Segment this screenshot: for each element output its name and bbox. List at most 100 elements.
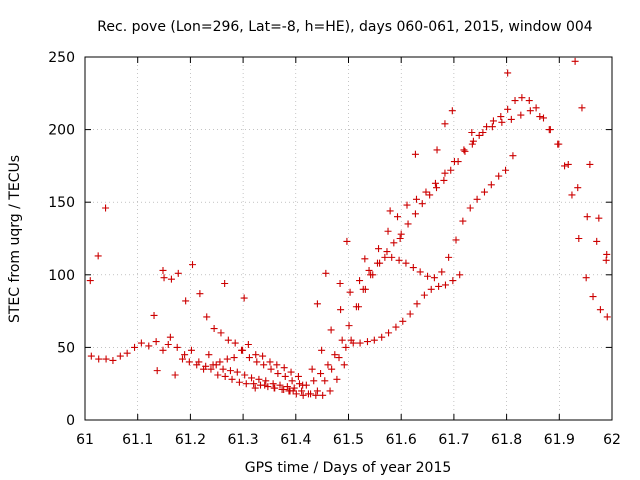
y-tick-labels: 0 50 100 150 200 250 xyxy=(48,50,75,429)
x-tick-labels: 61 61.1 61.2 61.3 61.4 61.5 61.6 61.7 61.8 61.9 62 xyxy=(76,432,621,448)
data-point xyxy=(87,352,95,360)
data-point xyxy=(185,358,193,366)
data-point xyxy=(171,371,179,379)
data-point xyxy=(230,354,238,362)
data-point xyxy=(327,326,335,334)
data-point xyxy=(427,285,435,293)
data-point xyxy=(173,343,181,351)
data-point xyxy=(369,271,377,279)
grid xyxy=(85,57,612,420)
data-point xyxy=(200,365,208,373)
data-point xyxy=(322,269,330,277)
data-point xyxy=(411,210,419,218)
data-point xyxy=(137,339,145,347)
data-point xyxy=(299,381,307,389)
data-point xyxy=(406,310,414,318)
data-point xyxy=(469,137,477,145)
data-point xyxy=(152,338,160,346)
data-point xyxy=(578,104,586,112)
data-point xyxy=(326,387,334,395)
data-point xyxy=(448,107,456,115)
data-point xyxy=(363,338,371,346)
data-point xyxy=(102,204,110,212)
data-point xyxy=(383,248,391,256)
data-point xyxy=(280,364,288,372)
data-point xyxy=(266,358,274,366)
data-point xyxy=(574,184,582,192)
data-point xyxy=(411,150,419,158)
data-point xyxy=(276,381,284,389)
data-point xyxy=(221,372,229,380)
data-point xyxy=(343,237,351,245)
data-point xyxy=(253,358,261,366)
data-point xyxy=(468,129,476,137)
data-point xyxy=(346,288,354,296)
data-point xyxy=(245,354,253,362)
data-point xyxy=(386,207,394,215)
data-point xyxy=(231,339,239,347)
data-point xyxy=(356,277,364,285)
data-point xyxy=(447,166,455,174)
x-tick-label: 61 xyxy=(76,432,94,448)
data-point xyxy=(131,343,139,351)
x-tick-label: 61.7 xyxy=(438,432,469,448)
x-axis-title: GPS time / Days of year 2015 xyxy=(245,460,452,476)
data-point xyxy=(335,354,343,362)
data-point xyxy=(517,111,525,119)
data-points xyxy=(86,57,611,399)
data-point xyxy=(333,375,341,383)
data-point xyxy=(438,268,446,276)
y-axis-title: STEC from uqrg / TECUs xyxy=(7,155,23,323)
data-point xyxy=(603,250,611,258)
data-point xyxy=(431,179,439,187)
data-point xyxy=(365,266,373,274)
data-point xyxy=(416,268,424,276)
data-point xyxy=(292,390,300,398)
data-point xyxy=(392,323,400,331)
data-point xyxy=(525,97,533,105)
x-tick-label: 61.3 xyxy=(228,432,259,448)
data-point xyxy=(397,230,405,238)
data-point xyxy=(345,322,353,330)
data-point xyxy=(403,201,411,209)
data-point xyxy=(378,333,386,341)
data-point xyxy=(287,368,295,376)
data-point xyxy=(298,387,306,395)
data-point xyxy=(153,367,161,375)
y-tick-label: 200 xyxy=(48,123,75,139)
data-point xyxy=(280,386,288,394)
data-point xyxy=(441,120,449,128)
data-point xyxy=(281,372,289,380)
data-point xyxy=(123,349,131,357)
data-point xyxy=(473,195,481,203)
data-point xyxy=(193,361,201,369)
data-point xyxy=(593,237,601,245)
data-point xyxy=(356,339,364,347)
data-point xyxy=(340,361,348,369)
data-point xyxy=(86,277,94,285)
data-point xyxy=(412,195,420,203)
data-point xyxy=(337,306,345,314)
data-point xyxy=(532,104,540,112)
data-point xyxy=(312,391,320,399)
data-point xyxy=(381,253,389,261)
data-point xyxy=(321,377,329,385)
data-point xyxy=(159,346,167,354)
data-point xyxy=(223,355,231,363)
chart-title: Rec. pove (Lon=296, Lat=-8, h=HE), days … xyxy=(97,19,593,35)
data-point xyxy=(413,300,421,308)
data-point xyxy=(294,372,302,380)
data-point xyxy=(375,245,383,253)
data-point xyxy=(384,227,392,235)
data-point xyxy=(342,343,350,351)
data-point xyxy=(445,253,453,261)
data-point xyxy=(304,390,312,398)
y-tick-label: 150 xyxy=(48,195,75,211)
y-tick-label: 50 xyxy=(57,340,75,356)
data-point xyxy=(189,261,197,269)
data-point xyxy=(456,271,464,279)
data-point xyxy=(396,235,404,242)
data-point xyxy=(430,274,438,282)
y-tick-label: 250 xyxy=(48,50,75,66)
